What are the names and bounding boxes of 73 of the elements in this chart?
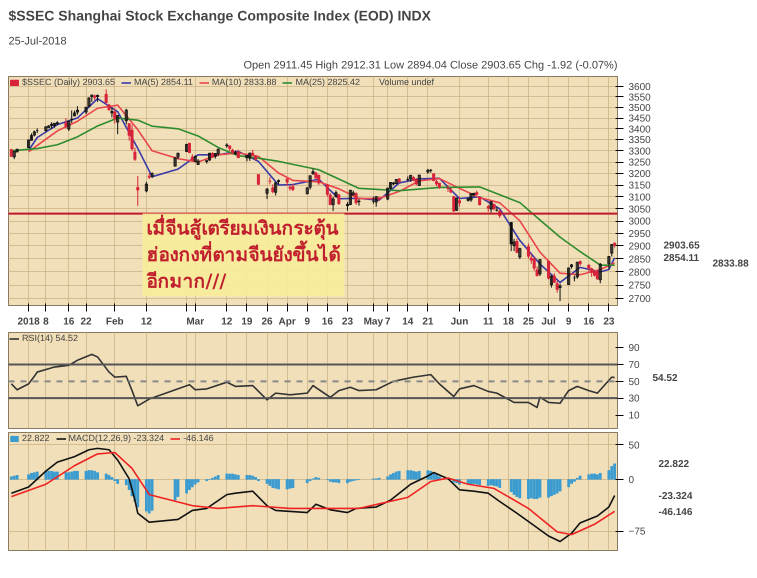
y-tick-label: 2800 — [628, 267, 652, 278]
y-tick-label: 50 — [628, 376, 640, 388]
annotation: Volume undef — [379, 77, 434, 87]
y-tick-label: 3100 — [628, 192, 652, 204]
y-tick-label: 3450 — [628, 114, 652, 125]
y-tick-label: 2850 — [628, 254, 652, 266]
x-tick-label: 12 — [140, 316, 152, 328]
text: 2903.65 — [664, 240, 700, 252]
y-tick-label: 2700 — [628, 294, 652, 306]
text: 2833.88 — [712, 258, 750, 270]
chart-subtitle: 25-Jul-2018 — [8, 36, 67, 48]
y-tick-label: 3300 — [628, 146, 652, 158]
x-tick-label: 16 — [63, 316, 75, 328]
x-tick-label: 8 — [43, 316, 50, 328]
x-tick-label: 9 — [304, 316, 310, 328]
text: 2854.11 — [664, 253, 700, 264]
y-tick-label: −75 — [628, 526, 646, 538]
annotation: เมื่จีนสู้เตรียมเงินกระตุ้น ฮ่องกงที่ตามจีนยังขึ้นได้ อีกมาก/// — [146, 214, 340, 292]
y-tick-label: 3050 — [628, 204, 652, 216]
y-tick-label: 10 — [628, 410, 640, 422]
legend-label: MA(25) 2825.42 — [295, 77, 360, 87]
text: Open 2911.45 High 2912.31 Low 2894.04 Close 2903.65 Chg -1.92 (-0.07%) — [243, 60, 618, 72]
legend-label: -46.146 — [183, 433, 214, 443]
y-tick-label: 3500 — [628, 102, 652, 114]
x-tick-label: 9 — [566, 316, 572, 328]
x-tick-label: 2018 — [17, 316, 40, 328]
chart-title: $SSEC Shanghai Stock Exchange Composite Index (EOD) INDX — [8, 8, 432, 24]
y-tick-label: 70 — [628, 360, 640, 371]
text: 22.822 — [658, 459, 690, 470]
x-tick-label: Jun — [450, 316, 468, 328]
x-tick-label: Apr — [278, 316, 296, 328]
y-tick-label: 3600 — [628, 82, 652, 94]
x-tick-label: 23 — [603, 316, 615, 328]
y-tick-label: 2750 — [628, 280, 652, 292]
y-tick-label: 3000 — [628, 216, 652, 228]
x-tick-label: Mar — [186, 316, 204, 328]
x-tick-label: 12 — [221, 316, 233, 328]
x-tick-label: Feb — [106, 316, 124, 328]
y-tick-label: 2900 — [628, 241, 652, 252]
x-tick-label: 11 — [482, 316, 494, 328]
x-tick-label: 16 — [322, 316, 334, 328]
x-tick-label: 26 — [261, 316, 274, 328]
y-tick-label: 2950 — [628, 228, 652, 240]
y-tick-label: 50 — [628, 440, 640, 452]
x-tick-label: 7 — [384, 316, 391, 328]
text: -23.324 — [658, 491, 693, 502]
x-tick-label: 16 — [583, 316, 595, 328]
y-tick-label: 30 — [628, 394, 640, 405]
x-tick-label: 21 — [422, 316, 434, 328]
y-tick-label: 3250 — [628, 158, 652, 169]
y-tick-label: 3150 — [628, 180, 652, 192]
y-tick-label: 3200 — [628, 168, 652, 180]
y-tick-label: 3350 — [628, 135, 652, 146]
x-tick-label: 22 — [80, 316, 92, 328]
x-tick-label: 18 — [502, 316, 514, 328]
x-tick-label: May — [364, 316, 384, 328]
x-tick-label: 14 — [402, 316, 414, 328]
legend-label: RSI(14) 54.52 — [22, 333, 78, 343]
text: -46.146 — [658, 506, 693, 518]
legend-label: 22.822 — [22, 433, 50, 443]
legend-label: MA(10) 2833.88 — [212, 77, 276, 87]
y-tick-label: 0 — [628, 474, 634, 486]
legend-label: MA(5) 2854.11 — [134, 77, 193, 87]
x-tick-label: 25 — [522, 316, 534, 328]
x-tick-label: 19 — [241, 316, 253, 328]
legend-label: $SSEC (Daily) 2903.65 — [22, 77, 116, 87]
y-tick-label: 3400 — [628, 124, 652, 136]
y-tick-label: 90 — [628, 343, 640, 354]
x-tick-label: 23 — [342, 316, 354, 328]
text: 54.52 — [652, 373, 678, 384]
x-tick-label: Jul — [541, 316, 556, 328]
y-tick-label: 3550 — [628, 92, 652, 104]
legend-label: MACD(12,26,9) -23.324 — [68, 433, 164, 443]
